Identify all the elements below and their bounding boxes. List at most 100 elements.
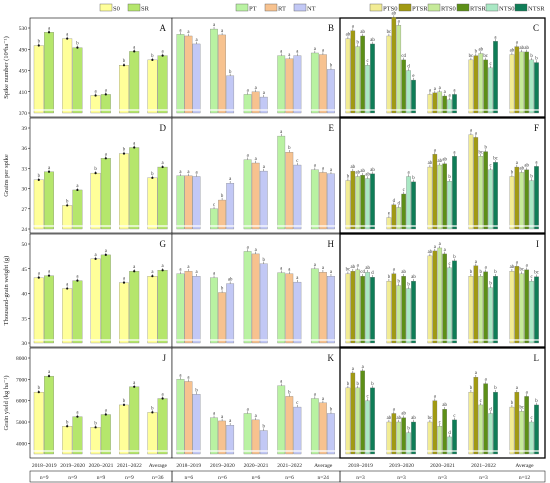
data-point <box>47 274 51 277</box>
bar <box>468 276 474 344</box>
panel-letter: L <box>534 353 540 363</box>
bar <box>259 170 268 230</box>
bar <box>176 175 185 230</box>
legend-swatch <box>514 3 528 12</box>
bar <box>488 287 493 344</box>
data-point <box>161 397 164 400</box>
significance-letter: a <box>434 395 437 400</box>
data-point <box>37 276 40 279</box>
bar <box>184 175 193 230</box>
significance-letter: a <box>485 378 488 383</box>
data-point <box>151 411 154 414</box>
bar <box>345 273 351 344</box>
bar <box>473 137 479 230</box>
legend-swatch <box>293 3 307 12</box>
bar <box>285 152 294 230</box>
bar <box>468 59 474 114</box>
bar <box>277 135 286 230</box>
significance-letter: d <box>407 65 410 70</box>
significance-letter: e <box>388 212 390 217</box>
x-tick-label: 2019–2020 <box>210 463 235 469</box>
significance-letter: a <box>475 131 478 136</box>
significance-letter: a <box>255 248 258 253</box>
significance-letter: ab <box>370 38 375 43</box>
bar <box>406 288 411 344</box>
y-axis-title: Spike number (10⁴ha⁻¹) <box>3 36 10 99</box>
significance-letter: a <box>195 170 198 175</box>
significance-letter: a <box>162 50 165 55</box>
x-tick-label: 2018–2019 <box>32 463 57 469</box>
significance-letter: bc <box>478 150 483 155</box>
bar <box>218 292 226 344</box>
legend-label: PTSR <box>412 6 428 13</box>
bar <box>401 417 406 455</box>
significance-letter: c <box>296 159 298 164</box>
legend-swatch <box>427 3 441 12</box>
y-tick-label: 30 <box>22 341 28 347</box>
significance-letter: a <box>362 365 365 370</box>
legend-label: PT <box>249 6 257 13</box>
significance-letter: ab <box>351 165 356 170</box>
significance-letter: a <box>526 390 529 395</box>
bar <box>401 276 406 344</box>
significance-letter: b <box>448 175 451 180</box>
significance-letter: b <box>123 148 126 153</box>
data-point <box>37 391 40 394</box>
bar <box>350 271 356 344</box>
legend-swatch <box>99 3 113 12</box>
significance-letter: b <box>221 287 224 292</box>
bar <box>129 271 140 344</box>
significance-letter: b <box>484 146 487 151</box>
bar <box>184 381 193 455</box>
sample-size-label: n=24 <box>318 475 330 481</box>
panel-letter: E <box>329 123 335 133</box>
significance-letter: a <box>434 245 437 250</box>
significance-letter: a <box>179 373 182 378</box>
significance-letter: c <box>531 416 533 421</box>
bar <box>350 30 356 114</box>
significance-letter: bc <box>519 405 524 410</box>
bar <box>350 170 356 230</box>
bar <box>406 70 411 114</box>
significance-letter: a <box>213 272 216 277</box>
y-tick-label: 8000 <box>16 356 27 362</box>
significance-letter: a <box>393 268 396 273</box>
bar <box>478 276 484 344</box>
y-tick-label: 490 <box>19 47 28 53</box>
bar <box>147 412 158 455</box>
x-axis-labels: 2018–2019 n=9 2019–2020 n=9 2020–2021 n=9 2021… <box>29 463 546 483</box>
bar <box>386 421 392 455</box>
legend-swatch <box>485 3 499 12</box>
significance-letter: a <box>247 407 250 412</box>
significance-letter: c <box>296 401 298 406</box>
x-tick-label: Average <box>515 463 534 469</box>
significance-letter: a <box>526 264 529 269</box>
legend-item-ptsr: PTSR <box>398 3 428 13</box>
legend-label: PTS0 <box>383 6 397 13</box>
bar <box>192 176 201 230</box>
significance-letter: b <box>151 406 154 411</box>
significance-letter: a <box>314 393 317 398</box>
bar <box>437 247 443 344</box>
bar <box>293 406 302 455</box>
sample-size-label: n=6 <box>285 475 294 481</box>
bar <box>157 270 168 344</box>
significance-letter: a <box>288 268 291 273</box>
bar <box>129 147 140 230</box>
significance-letter: c <box>490 62 492 67</box>
bar <box>310 52 319 114</box>
bar <box>72 47 83 114</box>
bar <box>488 169 493 230</box>
y-tick-label: 36 <box>22 146 28 152</box>
significance-letter: a <box>280 267 283 272</box>
bar <box>327 413 335 455</box>
bar <box>370 387 375 455</box>
bar <box>319 402 327 455</box>
legend-label: NTS0 <box>499 6 515 13</box>
significance-letter: bc <box>534 271 539 276</box>
significance-letter: ab <box>365 173 370 178</box>
significance-letter: bc <box>519 268 524 273</box>
y-tick-label: 33 <box>22 166 28 172</box>
